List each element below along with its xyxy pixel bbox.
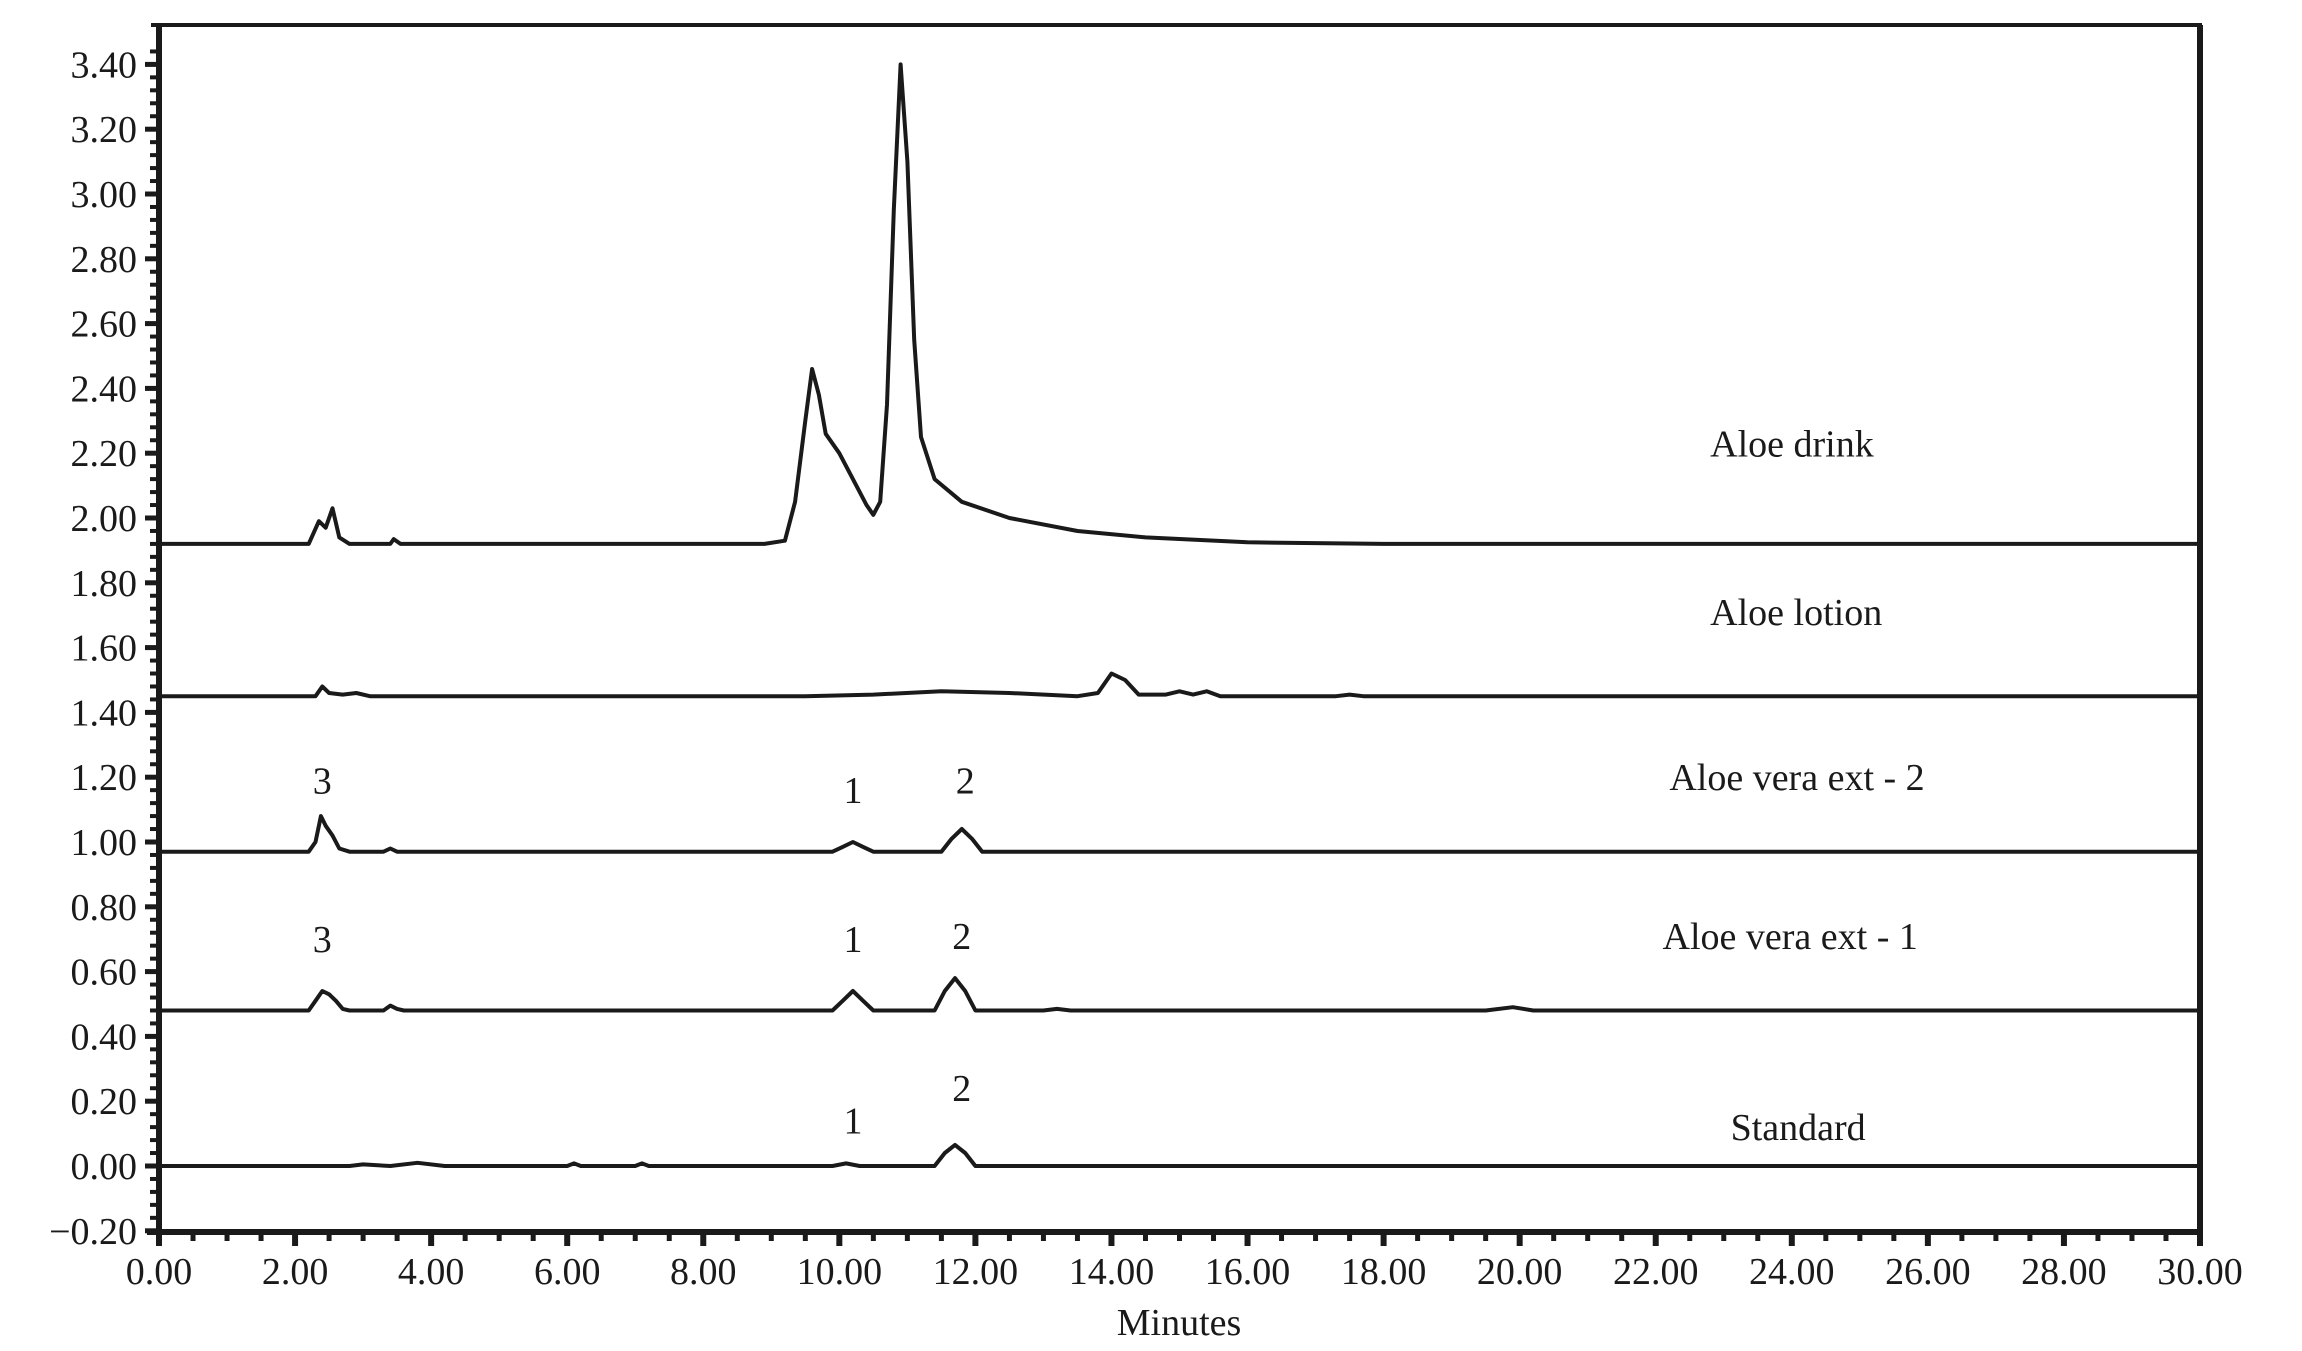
series-label: Standard [1731,1107,1866,1149]
x-tick-label: 10.00 [797,1251,883,1293]
x-tick-label: 14.00 [1069,1251,1155,1293]
x-tick-label: 12.00 [933,1251,1019,1293]
series-trace-aloe-lotion [159,671,2200,699]
series-trace-aloe-vera-ext-2 [159,814,2200,854]
x-tick-label: 18.00 [1341,1251,1427,1293]
x-tick-label: 26.00 [1885,1251,1971,1293]
x-tick-label: 4.00 [398,1251,465,1293]
y-tick-label: 0.00 [71,1146,138,1188]
series-label: Aloe drink [1710,423,1874,465]
x-tick-label: 6.00 [534,1251,601,1293]
y-tick-label: 1.80 [71,563,138,605]
y-tick-label: 2.40 [71,368,138,410]
peak-label: 3 [313,919,332,961]
x-tick-label: 2.00 [262,1251,329,1293]
y-tick-label: 2.60 [71,304,138,346]
peak-label: 1 [843,770,862,812]
y-tick-label: 2.20 [71,433,138,475]
y-tick-label: 3.00 [71,174,138,216]
peak-label: 2 [956,760,975,802]
peak-label: 1 [843,1101,862,1143]
y-tick-label: 3.40 [71,44,138,86]
y-tick-label: 2.00 [71,498,138,540]
x-tick-label: 28.00 [2021,1251,2107,1293]
x-tick-label: 8.00 [670,1251,737,1293]
series-labels: Aloe drink Aloe lotion Aloe vera ext - 2 3 1… [313,423,1925,1149]
x-tick-label: 22.00 [1613,1251,1699,1293]
series-trace-standard [159,1142,2200,1168]
x-tick-label: 0.00 [126,1251,193,1293]
y-tick-label: 0.20 [71,1081,138,1123]
x-axis: 0.00 2.00 4.00 6.00 8.00 10.00 12.00 14.00 16.00… [126,1232,2243,1293]
y-tick-label: 0.80 [71,887,138,929]
peak-label: 3 [313,760,332,802]
x-tick-label: 20.00 [1477,1251,1563,1293]
series-trace-aloe-drink [159,62,2200,546]
series-label: Aloe vera ext - 1 [1663,916,1918,958]
y-tick-label: 1.60 [71,628,138,670]
y-axis: −0.20 0.00 0.20 0.40 0.60 0.80 1.00 1.20 1.40 1.6… [49,44,159,1253]
plot-frame [147,23,2203,1244]
y-tick-label: 1.00 [71,822,138,864]
series-label: Aloe lotion [1710,592,1882,634]
x-tick-label: 16.00 [1205,1251,1291,1293]
y-tick-label: 0.40 [71,1016,138,1058]
peak-label: 2 [952,1068,971,1110]
x-axis-title: Minutes [1117,1302,1242,1344]
series-label: Aloe vera ext - 2 [1669,757,1924,799]
y-tick-label: 0.60 [71,952,138,994]
x-tick-label: 30.00 [2157,1251,2243,1293]
y-tick-label: 1.40 [71,692,138,734]
series-trace-aloe-vera-ext-1 [159,976,2200,1013]
y-tick-label: 1.20 [71,757,138,799]
peak-label: 2 [952,916,971,958]
x-tick-label: 24.00 [1749,1251,1835,1293]
y-tick-label: −0.20 [49,1211,137,1253]
peak-label: 1 [843,919,862,961]
series-group [159,62,2200,1168]
y-tick-label: 2.80 [71,239,138,281]
y-tick-label: 3.20 [71,109,138,151]
